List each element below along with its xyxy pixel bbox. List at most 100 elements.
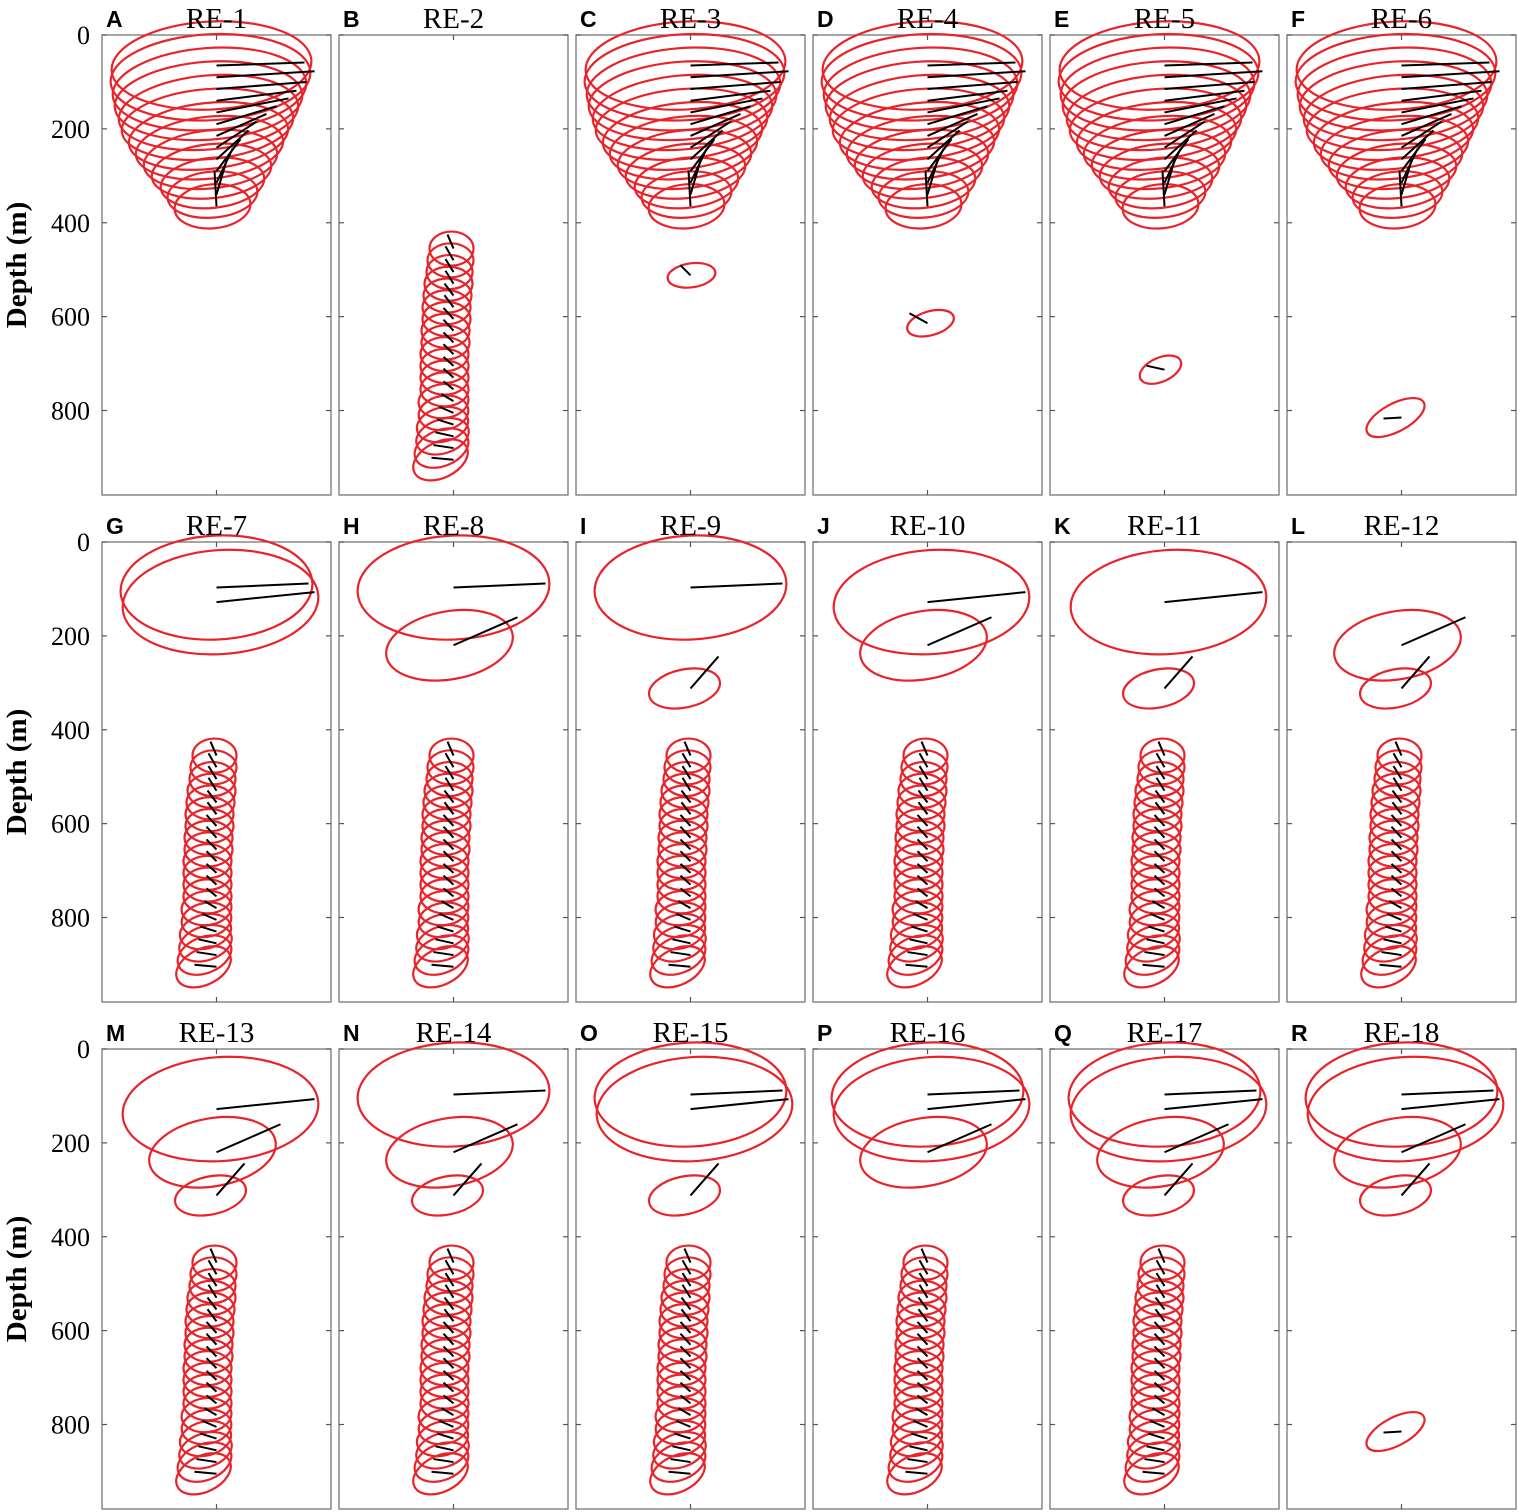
current-vector bbox=[1155, 1259, 1166, 1275]
current-ellipse bbox=[649, 945, 706, 989]
current-ellipse bbox=[886, 1452, 943, 1496]
current-vector bbox=[198, 938, 217, 945]
current-vector bbox=[681, 1272, 692, 1287]
panel-letter: M bbox=[106, 1020, 125, 1046]
ellipse-set bbox=[109, 20, 315, 230]
current-vector bbox=[1401, 1098, 1500, 1111]
current-vector bbox=[443, 1296, 455, 1311]
current-vector bbox=[690, 97, 763, 114]
current-vector bbox=[1401, 616, 1466, 647]
current-vector bbox=[679, 850, 692, 862]
current-vector bbox=[1164, 1123, 1229, 1154]
current-ellipse bbox=[412, 945, 469, 989]
current-vector bbox=[689, 160, 702, 195]
current-vector bbox=[916, 887, 929, 898]
current-ellipse bbox=[1305, 87, 1480, 161]
panel-title: RE-14 bbox=[416, 1017, 492, 1049]
current-ellipse bbox=[1368, 819, 1419, 856]
current-vector bbox=[917, 789, 929, 804]
current-vector bbox=[444, 1259, 455, 1275]
current-ellipse bbox=[1363, 912, 1418, 951]
current-vector bbox=[918, 1259, 929, 1275]
current-vector bbox=[1142, 1470, 1165, 1475]
current-vector bbox=[205, 826, 218, 839]
current-vector bbox=[679, 838, 692, 851]
current-ellipse bbox=[633, 156, 740, 210]
current-vector bbox=[439, 405, 454, 414]
current-vector bbox=[216, 80, 307, 90]
current-ellipse bbox=[845, 114, 996, 181]
current-vector bbox=[202, 912, 217, 921]
current-ellipse bbox=[175, 1452, 232, 1496]
current-vector bbox=[681, 1259, 692, 1275]
current-vector bbox=[1163, 129, 1198, 161]
current-vector bbox=[216, 1098, 315, 1111]
current-ellipse bbox=[417, 394, 470, 432]
current-vector bbox=[914, 900, 929, 909]
y-tick-label: 0 bbox=[77, 1035, 90, 1064]
current-vector bbox=[1164, 80, 1255, 90]
current-vector bbox=[679, 826, 692, 839]
current-ellipse bbox=[1058, 20, 1261, 111]
current-ellipse bbox=[886, 945, 943, 989]
current-vector bbox=[1394, 741, 1403, 756]
tick-marks bbox=[813, 34, 1042, 495]
current-vector bbox=[435, 1445, 454, 1452]
current-vector bbox=[1157, 1248, 1166, 1263]
current-ellipse bbox=[824, 60, 1015, 142]
current-vector bbox=[200, 925, 217, 933]
current-vector bbox=[681, 765, 692, 780]
current-vector bbox=[916, 1321, 929, 1334]
current-vector bbox=[1400, 655, 1431, 690]
ellipse-set bbox=[412, 230, 475, 482]
current-vector bbox=[1401, 1123, 1466, 1154]
current-vector bbox=[920, 1248, 929, 1263]
current-ellipse bbox=[121, 1055, 320, 1163]
current-vector bbox=[1153, 1333, 1166, 1346]
current-vector bbox=[202, 1419, 217, 1428]
current-vector bbox=[431, 963, 454, 968]
current-vector bbox=[207, 752, 218, 768]
ellipse-set bbox=[593, 1041, 794, 1496]
current-vector bbox=[1153, 1357, 1166, 1369]
panel-frame bbox=[812, 34, 1043, 496]
current-vector bbox=[916, 838, 929, 851]
current-ellipse bbox=[891, 1408, 944, 1446]
current-vector bbox=[680, 801, 692, 815]
current-vector bbox=[672, 938, 691, 945]
current-vector bbox=[440, 1407, 455, 1416]
current-vector bbox=[920, 741, 929, 756]
current-vector bbox=[679, 814, 692, 827]
current-ellipse bbox=[594, 87, 769, 161]
current-ellipse bbox=[832, 548, 1031, 656]
current-vector bbox=[1385, 925, 1402, 933]
current-vector bbox=[207, 1259, 218, 1275]
current-vector bbox=[1164, 1089, 1257, 1096]
current-vector bbox=[198, 1445, 217, 1452]
current-ellipse bbox=[656, 1350, 707, 1387]
current-vector bbox=[442, 1370, 455, 1381]
tick-marks bbox=[813, 1048, 1042, 1509]
tick-marks bbox=[339, 34, 568, 495]
current-ellipse bbox=[1333, 1115, 1462, 1189]
current-vector bbox=[206, 1308, 218, 1322]
panel-re-15: O RE-15 bbox=[575, 1017, 806, 1510]
current-vector bbox=[1153, 887, 1166, 898]
current-ellipse bbox=[828, 73, 1011, 152]
current-ellipse bbox=[1096, 1115, 1225, 1189]
current-ellipse bbox=[1121, 1174, 1196, 1217]
current-vector bbox=[1398, 170, 1403, 207]
current-vector bbox=[452, 1162, 483, 1197]
current-ellipse bbox=[1376, 737, 1423, 774]
current-vector bbox=[442, 838, 455, 851]
current-vector bbox=[453, 1123, 518, 1154]
current-vector bbox=[679, 1321, 692, 1334]
current-ellipse bbox=[1365, 1410, 1426, 1453]
current-ellipse bbox=[191, 737, 238, 774]
current-vector bbox=[927, 97, 1000, 114]
current-vector bbox=[926, 160, 939, 195]
current-vector bbox=[690, 105, 751, 126]
current-vector bbox=[1381, 951, 1402, 957]
current-vector bbox=[444, 752, 455, 768]
current-vector bbox=[215, 120, 258, 149]
